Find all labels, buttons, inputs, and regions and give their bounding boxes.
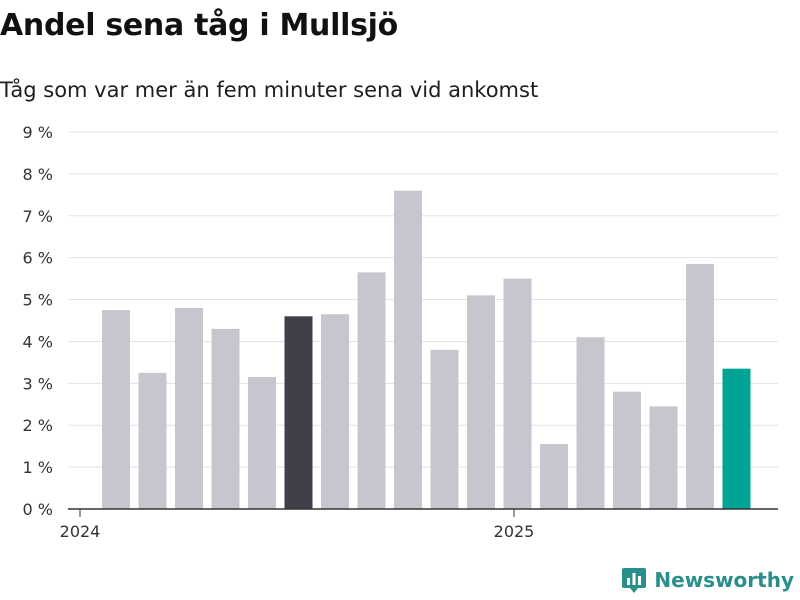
bar [138,372,167,509]
y-tick-label: 8 % [23,165,53,184]
y-tick-label: 2 % [23,416,53,435]
bar [503,278,532,509]
bar [467,295,495,509]
bar [284,316,313,509]
bar [248,377,276,509]
y-tick-label: 4 % [23,332,53,351]
bar [540,444,568,509]
y-tick-label: 3 % [23,374,53,393]
bar [357,272,386,509]
x-tick-label: 2024 [60,522,101,541]
bar [613,391,641,509]
chart-subtitle: Tåg som var mer än fem minuter sena vid … [0,78,539,102]
bar [722,368,751,509]
y-tick-label: 7 % [23,207,53,226]
y-tick-label: 6 % [23,249,53,268]
bar [211,328,240,509]
bar [394,190,422,509]
y-tick-label: 9 % [23,123,53,142]
bar-chart-pin-icon [622,568,647,593]
bar [430,349,459,509]
y-tick-label: 0 % [23,500,53,519]
brand-name: Newsworthy [654,568,794,592]
bar [576,337,605,509]
bar [102,310,130,509]
x-tick-label: 2025 [494,522,535,541]
brand-logo: Newsworthy [622,566,794,594]
bar [686,263,714,509]
bar [649,406,678,509]
chart-title: Andel sena tåg i Mullsjö [0,8,398,43]
bar [175,307,203,509]
y-tick-label: 1 % [23,458,53,477]
bar [321,314,349,509]
y-tick-label: 5 % [23,291,53,310]
